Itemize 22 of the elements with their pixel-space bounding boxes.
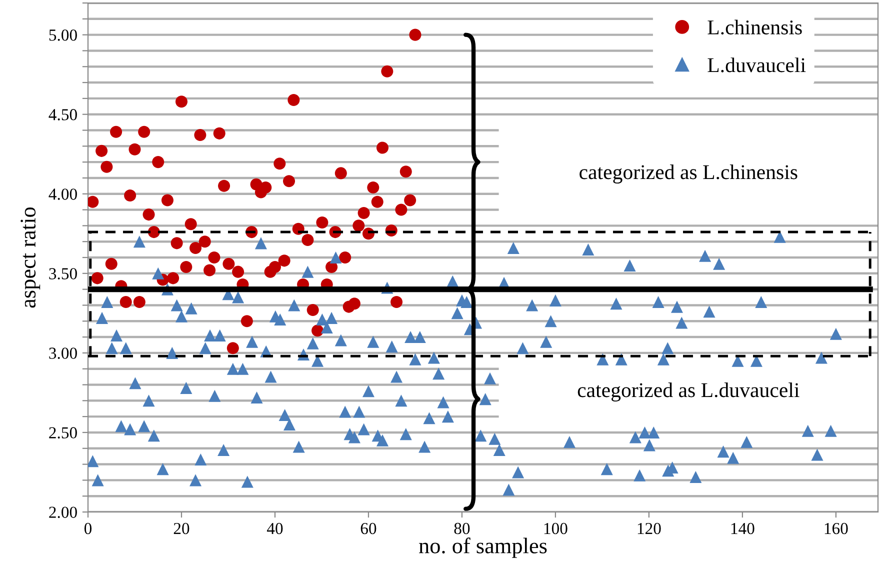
annotation: categorized as L.duvauceli	[578, 382, 800, 402]
y-tick-label: 5.00	[49, 30, 77, 41]
x-tick-label: 40	[266, 522, 283, 534]
x-tick-label: 140	[731, 522, 754, 534]
y-tick-label: 4.00	[48, 188, 77, 200]
annotation: categorized as L.chinensis	[580, 164, 798, 184]
x-tick-label: 60	[360, 522, 376, 534]
x-tick-label: 0	[84, 522, 92, 534]
x-tick-label: 20	[174, 522, 190, 534]
x-tick-label: 120	[638, 522, 661, 534]
y-tick-label: 4.50	[48, 109, 77, 120]
x-axis-title: no. of samples	[419, 538, 547, 558]
legend-label: L.duvauceli	[708, 58, 806, 72]
y-tick-label: 2.00	[49, 506, 77, 518]
legend-label: L.chinensis	[708, 20, 802, 35]
y-tick-label: 3.50	[49, 268, 77, 280]
y-axis-title: aspect ratio	[20, 207, 40, 308]
x-tick-label: 160	[824, 522, 848, 534]
x-tick-label: 80	[454, 522, 470, 534]
x-tick-label: 100	[544, 522, 568, 534]
y-tick-label: 3.00	[49, 348, 77, 359]
y-tick-label: 2.50	[49, 427, 77, 438]
